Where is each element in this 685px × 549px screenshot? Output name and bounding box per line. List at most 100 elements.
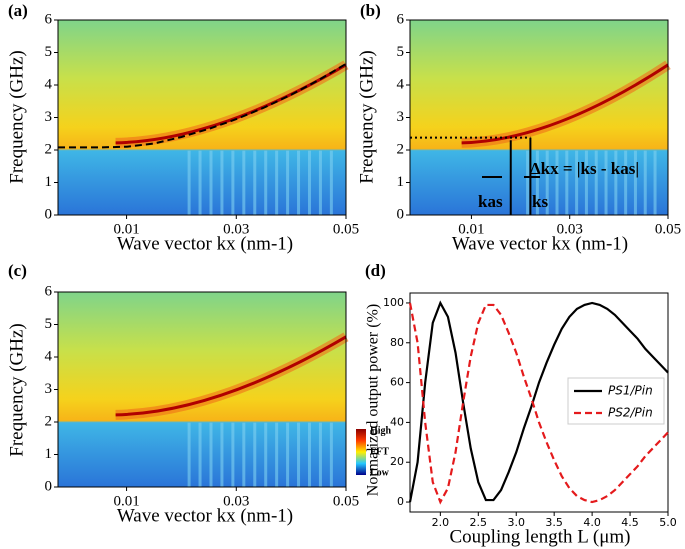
heatmap-stripe (565, 150, 569, 215)
heatmap-stripe (231, 150, 235, 215)
y-tick-label: 4 (397, 76, 405, 92)
y-tick-label: 6 (45, 11, 53, 27)
y-tick-label: 3 (45, 109, 53, 125)
dispersion-core (461, 63, 669, 145)
heatmap-stripe (209, 150, 213, 215)
heatmap-stripe (633, 150, 637, 215)
series-line (408, 300, 669, 503)
x-axis-label: Wave vector kx (nm-1) (117, 233, 293, 254)
y-tick-label: 0 (45, 478, 53, 494)
heatmap-stripe (198, 422, 202, 487)
heatmap-background (58, 292, 346, 487)
y-tick-label: 5 (45, 44, 53, 60)
y-tick-label: 2 (45, 413, 53, 429)
heatmap-stripe (584, 150, 588, 215)
x-axis-label: Wave vector kx (nm-1) (117, 505, 293, 526)
y-tick-label: 20 (390, 455, 404, 468)
plot-frame (409, 292, 669, 513)
y-tick-label: 80 (390, 336, 404, 349)
x-tick-label: 0.05 (655, 221, 681, 237)
heatmap-stripe (286, 422, 290, 487)
y-tick-label: 6 (397, 11, 405, 27)
y-tick-label: 0 (397, 495, 404, 508)
heatmap-stripe (220, 150, 224, 215)
x-tick-label: 0.03 (223, 221, 249, 237)
heatmap-stripe (594, 150, 598, 215)
y-tick-label: 100 (383, 296, 404, 309)
y-axis-label: Normalized output power (%) (365, 304, 382, 496)
heatmap-stripe (187, 150, 191, 215)
heatmap-stripe (187, 422, 191, 487)
heatmap-stripe (209, 422, 213, 487)
y-axis-label: Frequency (GHz) (6, 323, 27, 456)
x-tick-label: 4.5 (621, 516, 639, 529)
x-tick-label: 2.5 (470, 516, 488, 529)
legend-label: PS2/Pin (608, 406, 653, 420)
heatmap-stripe (307, 150, 311, 215)
annotation: Δkx = |ks - kas| (530, 159, 639, 178)
x-tick-label: 2.0 (432, 516, 450, 529)
series-line (58, 63, 347, 149)
heatmap-stripe (253, 150, 257, 215)
heatmap-stripe (624, 150, 628, 215)
x-axis-label: Wave vector kx (nm-1) (452, 233, 628, 254)
y-tick-label: 4 (45, 348, 53, 364)
heatmap-stripe (318, 150, 322, 215)
y-tick-label: 2 (397, 141, 405, 157)
y-tick-label: 60 (390, 376, 404, 389)
x-tick-label: 0.05 (333, 221, 359, 237)
heatmap-stripe (329, 422, 333, 487)
heatmap-stripe (653, 150, 657, 215)
heatmap-stripe (242, 422, 246, 487)
colorbar-label: Low (370, 467, 390, 478)
annotation: kas (478, 192, 503, 211)
heatmap-stripe (575, 150, 579, 215)
y-axis-label: Frequency (GHz) (6, 50, 27, 183)
heatmap-stripe (307, 422, 311, 487)
heatmap-stripe (242, 150, 246, 215)
heatmap-stripe (264, 422, 268, 487)
panel-label: (a) (8, 1, 28, 20)
y-tick-label: 3 (45, 381, 53, 397)
y-tick-label: 1 (45, 174, 53, 190)
heatmap-stripe (526, 150, 530, 215)
colorbar (356, 429, 366, 475)
colorbar-label: High (370, 425, 392, 436)
y-tick-label: 3 (397, 109, 405, 125)
heatmap-stripe (555, 150, 559, 215)
x-tick-label: 0.03 (557, 221, 583, 237)
heatmap-stripe (643, 150, 647, 215)
y-tick-label: 5 (45, 316, 53, 332)
y-tick-label: 1 (45, 446, 53, 462)
x-tick-label: 3.5 (545, 516, 563, 529)
y-axis-label: Frequency (GHz) (356, 50, 377, 183)
heatmap-stripe (253, 422, 257, 487)
x-tick-label: 5.0 (659, 516, 677, 529)
heatmap-stripe (220, 422, 224, 487)
heatmap-stripe (297, 150, 301, 215)
x-tick-label: 3.0 (507, 516, 525, 529)
y-tick-label: 1 (397, 174, 405, 190)
heatmap-stripe (535, 150, 539, 215)
heatmap-stripe (286, 150, 290, 215)
colorbar-label: FFT (370, 446, 389, 457)
dispersion-core (115, 335, 347, 417)
series-line (408, 302, 669, 505)
x-tick-label: 0.05 (333, 493, 359, 509)
x-axis-label: Coupling length L (μm) (450, 526, 631, 547)
x-tick-label: 4.0 (583, 516, 601, 529)
panel-label: (b) (360, 1, 381, 20)
heatmap-stripe (275, 422, 279, 487)
heatmap-stripe (264, 150, 268, 215)
panel-label: (d) (365, 261, 386, 280)
panel-label: (c) (8, 261, 27, 280)
heatmap-stripe (231, 422, 235, 487)
heatmap-stripe (329, 150, 333, 215)
heatmap-stripe (275, 150, 279, 215)
y-tick-label: 40 (390, 415, 404, 428)
y-tick-label: 2 (45, 141, 53, 157)
heatmap-background (58, 20, 346, 215)
x-tick-label: 0.01 (113, 221, 139, 237)
heatmap-background (410, 20, 668, 215)
